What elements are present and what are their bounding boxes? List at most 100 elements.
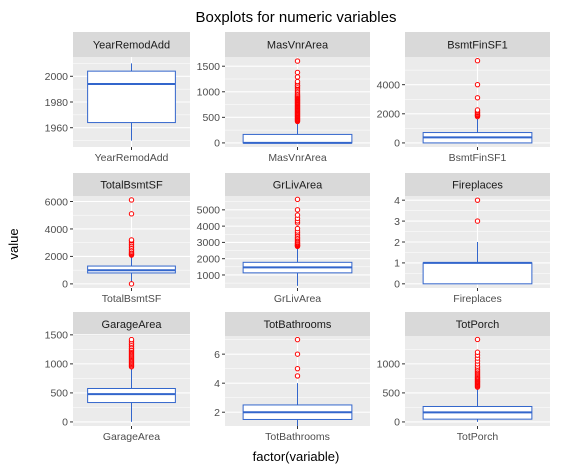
- x-tick-label: GrLivArea: [274, 293, 321, 305]
- facet-strip: [405, 312, 550, 336]
- y-tick-label: 5000: [197, 205, 221, 217]
- facet-strip-label: MasVnrArea: [267, 40, 329, 52]
- facet-strip-label: Fireplaces: [452, 180, 503, 192]
- y-tick-label: 4000: [377, 79, 401, 91]
- y-tick-label: 6: [214, 349, 220, 361]
- y-tick-label: 6000: [45, 196, 69, 208]
- facet-panel: YearRemodAdd 1960 1980 2000 YearRemodAdd: [45, 32, 190, 164]
- x-tick-label: YearRemodAdd: [95, 152, 169, 164]
- facet-panel: TotPorch 0 500 1000 TotPorch: [377, 312, 550, 443]
- y-tick-label: 3: [394, 216, 400, 228]
- y-tick-label: 0: [214, 138, 220, 150]
- y-axis-title: value: [6, 228, 21, 259]
- y-tick-label: 4: [214, 378, 220, 390]
- outlier-point: [128, 336, 135, 343]
- y-tick-label: 2000: [45, 251, 69, 263]
- facet-strip-label: GarageArea: [102, 319, 163, 331]
- outlier-point: [294, 225, 301, 232]
- facet-panel: MasVnrArea 0 500 1000 1500 MasVnrArea: [197, 32, 370, 164]
- chart-title: Boxplots for numeric variables: [196, 9, 397, 26]
- y-tick-label: 0: [62, 279, 68, 291]
- outlier-point: [474, 58, 481, 64]
- y-tick-label: 3000: [197, 237, 221, 249]
- y-tick-label: 2: [394, 237, 400, 249]
- outlier-point: [294, 365, 301, 372]
- outlier-point: [474, 95, 481, 101]
- x-tick-label: GarageArea: [103, 431, 160, 443]
- outlier-point: [294, 196, 301, 203]
- outlier-point: [474, 81, 481, 88]
- y-tick-label: 1500: [197, 61, 221, 73]
- x-tick-label: TotPorch: [457, 431, 499, 443]
- outlier-point: [294, 74, 301, 80]
- x-tick-label: MasVnrArea: [268, 152, 327, 164]
- facet-panel: GarageArea 0 500 1000 1500 GarageArea: [45, 312, 190, 443]
- facet-strip: [225, 312, 370, 336]
- outlier-point: [474, 197, 481, 203]
- facet-strip-label: YearRemodAdd: [93, 40, 170, 52]
- outlier-point: [474, 349, 481, 355]
- y-tick-label: 1000: [197, 87, 221, 99]
- y-tick-label: 0: [394, 417, 400, 429]
- facet-strip: [405, 32, 550, 57]
- iqr-box: [87, 70, 176, 124]
- outlier-point: [294, 78, 301, 85]
- y-tick-label: 2: [214, 407, 220, 419]
- outlier-point: [474, 107, 481, 113]
- outlier-point: [294, 58, 301, 64]
- y-tick-label: 1: [394, 258, 400, 270]
- facet-panel: TotBathrooms 2 4 6 TotBathrooms: [214, 312, 370, 443]
- outlier-point: [474, 336, 481, 343]
- outlier-point: [294, 373, 301, 379]
- facet-strip-label: TotPorch: [456, 319, 499, 331]
- y-tick-label: 500: [382, 388, 400, 400]
- y-tick-label: 4: [394, 195, 400, 207]
- outlier-point: [474, 218, 481, 224]
- facet-strip: [73, 173, 190, 196]
- x-axis-title: factor(variable): [253, 449, 340, 464]
- outlier-point: [128, 281, 135, 287]
- y-tick-label: 1980: [45, 97, 69, 109]
- y-tick-label: 1000: [377, 359, 401, 371]
- facet-panel: BsmtFinSF1 0 2000 4000 BsmtFinSF1: [377, 32, 550, 164]
- y-tick-label: 1000: [197, 270, 221, 282]
- iqr-box: [87, 387, 176, 404]
- y-tick-label: 500: [202, 112, 220, 124]
- facet-strip: [225, 32, 370, 57]
- facet-strip: [405, 173, 550, 196]
- y-tick-label: 4000: [197, 221, 221, 233]
- outlier-point: [294, 212, 301, 218]
- outlier-point: [294, 69, 301, 76]
- facet-panel: TotalBsmtSF 0 2000 4000 6000 TotalBsmtSF: [45, 173, 190, 305]
- facet-panel: Fireplaces 0 1 2 3 4 Fireplaces: [394, 173, 550, 305]
- y-tick-label: 0: [62, 417, 68, 429]
- facet-strip: [225, 173, 370, 196]
- y-tick-label: 0: [394, 138, 400, 150]
- y-tick-label: 1000: [45, 359, 69, 371]
- y-tick-label: 2000: [377, 109, 401, 121]
- y-tick-label: 1960: [45, 123, 69, 135]
- y-tick-label: 4000: [45, 224, 69, 236]
- outlier-point: [294, 336, 301, 343]
- x-tick-label: Fireplaces: [453, 293, 501, 305]
- y-tick-label: 0: [394, 279, 400, 291]
- y-tick-label: 2000: [197, 253, 221, 265]
- facet-strip-label: BsmtFinSF1: [447, 40, 508, 52]
- facet-panels: YearRemodAdd196019802000YearRemodAddMasV…: [45, 32, 550, 443]
- facet-strip-label: TotalBsmtSF: [100, 180, 163, 192]
- facet-panel: GrLivArea 1000 2000 3000 4000 5000 GrLivArea: [197, 173, 370, 305]
- outlier-point: [128, 197, 135, 203]
- outlier-point: [128, 237, 135, 243]
- x-tick-label: TotBathrooms: [265, 431, 330, 443]
- facet-strip: [73, 32, 190, 57]
- iqr-box: [422, 262, 533, 285]
- outlier-point: [294, 207, 301, 213]
- x-tick-label: BsmtFinSF1: [449, 152, 507, 164]
- iqr-box: [242, 133, 353, 144]
- x-tick-label: TotalBsmtSF: [102, 293, 162, 305]
- facet-strip: [73, 312, 190, 336]
- outlier-point: [128, 211, 135, 217]
- outlier-point: [294, 351, 301, 357]
- y-tick-label: 1500: [45, 330, 69, 342]
